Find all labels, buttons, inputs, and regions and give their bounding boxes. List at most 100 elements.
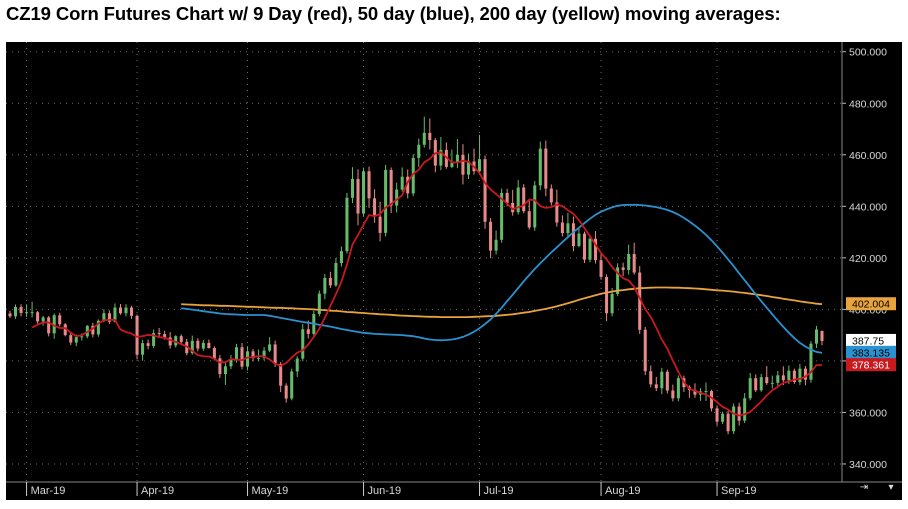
candle-body [450, 162, 454, 167]
candle-body [279, 363, 283, 386]
candle-body [494, 239, 498, 251]
candle-body [174, 336, 178, 346]
chart-area[interactable]: 500.000 480.000 460.000 440.000 420.000 400.0… [6, 42, 902, 500]
candle-body [141, 343, 145, 355]
candle-body [820, 331, 824, 341]
candle-body [146, 343, 150, 346]
candle-body [428, 132, 432, 141]
candle-body [621, 267, 625, 270]
candle-body [196, 340, 200, 349]
candle-body [792, 370, 796, 383]
candle-body [665, 371, 669, 391]
candle-body [107, 313, 111, 322]
candle-body [91, 325, 95, 335]
candle-body [533, 185, 537, 228]
candle-body [257, 357, 261, 359]
candle-body [511, 202, 515, 213]
candle-body [649, 371, 653, 385]
ma50-value-label-bg [846, 345, 896, 359]
candle-body [500, 192, 504, 240]
candle-body [212, 348, 216, 359]
candle-body [759, 377, 763, 391]
candle-body [218, 358, 222, 375]
candle-body [798, 368, 802, 383]
candle-body [163, 334, 167, 338]
candle-body [378, 216, 382, 233]
candle-body [262, 350, 266, 358]
candle-body [350, 179, 354, 198]
candle-body [654, 384, 658, 389]
candle-body [389, 169, 393, 206]
x-tick-label: Aug-19 [605, 485, 640, 497]
chevron-down-icon[interactable]: ▾ [888, 482, 894, 493]
candle-body [63, 324, 67, 336]
ma9-line [31, 151, 822, 417]
candle-body [765, 377, 769, 384]
candle-body [118, 307, 122, 314]
candle-body [726, 413, 730, 432]
x-tick-label: Apr-19 [141, 485, 174, 497]
candle-body [301, 329, 305, 359]
candle-body [356, 179, 360, 214]
candle-body [417, 144, 421, 158]
candle-body [207, 342, 211, 349]
candle-body [406, 176, 410, 194]
candle-body [439, 149, 443, 166]
candle-body [8, 313, 12, 317]
candle-body [522, 187, 526, 212]
scroll-right-icon[interactable]: ⇥ [859, 482, 869, 493]
candle-body [638, 272, 642, 330]
candle-body [168, 337, 172, 346]
candle-body [676, 378, 680, 399]
candle-body [549, 188, 553, 203]
candle-body [152, 333, 156, 346]
candle-body [41, 317, 45, 322]
moving-averages [31, 151, 823, 417]
candle-body [704, 391, 708, 393]
candle-body [770, 382, 774, 384]
candle-body [671, 390, 675, 399]
candle-body [781, 375, 785, 381]
candle-body [809, 343, 813, 380]
candle-body [74, 337, 78, 343]
ma200-line [181, 286, 823, 318]
candle-body [14, 307, 18, 317]
candle-body [306, 329, 310, 334]
candle-body [30, 312, 34, 314]
candle-body [422, 132, 426, 145]
candle-body [113, 307, 117, 322]
candle-body [135, 315, 139, 355]
ma50-line [181, 203, 823, 354]
candle-body [743, 398, 747, 421]
ma50-value-label: 383.135 [852, 347, 890, 359]
candle-body [367, 171, 371, 199]
candle-body [748, 378, 752, 399]
candles [8, 116, 824, 435]
candle-body [516, 187, 520, 213]
candle-body [223, 366, 227, 375]
candle-body [710, 391, 714, 409]
candle-body [328, 277, 332, 286]
candle-body [339, 251, 343, 263]
candle-body [776, 375, 780, 383]
candle-body [787, 370, 791, 381]
candle-body [96, 320, 100, 335]
candle-body [616, 267, 620, 294]
candle-body [201, 342, 205, 349]
ma200-value-label: 402.004 [852, 299, 890, 311]
candle-body [715, 408, 719, 422]
candle-body [80, 336, 84, 338]
last-price-label-bg [846, 333, 896, 347]
x-tick-label: Sep-19 [721, 485, 756, 497]
y-tick-label: 440.000 [849, 201, 887, 213]
candle-body [102, 313, 106, 321]
candlestick-chart[interactable]: 500.000480.000460.000440.000420.000400.0… [6, 42, 902, 500]
candle-body [803, 368, 807, 380]
candle-body [455, 154, 459, 163]
candle-body [295, 358, 299, 372]
candle-body [489, 221, 493, 251]
candle-body [560, 222, 564, 234]
candle-body [317, 293, 321, 315]
candle-body [544, 148, 548, 189]
